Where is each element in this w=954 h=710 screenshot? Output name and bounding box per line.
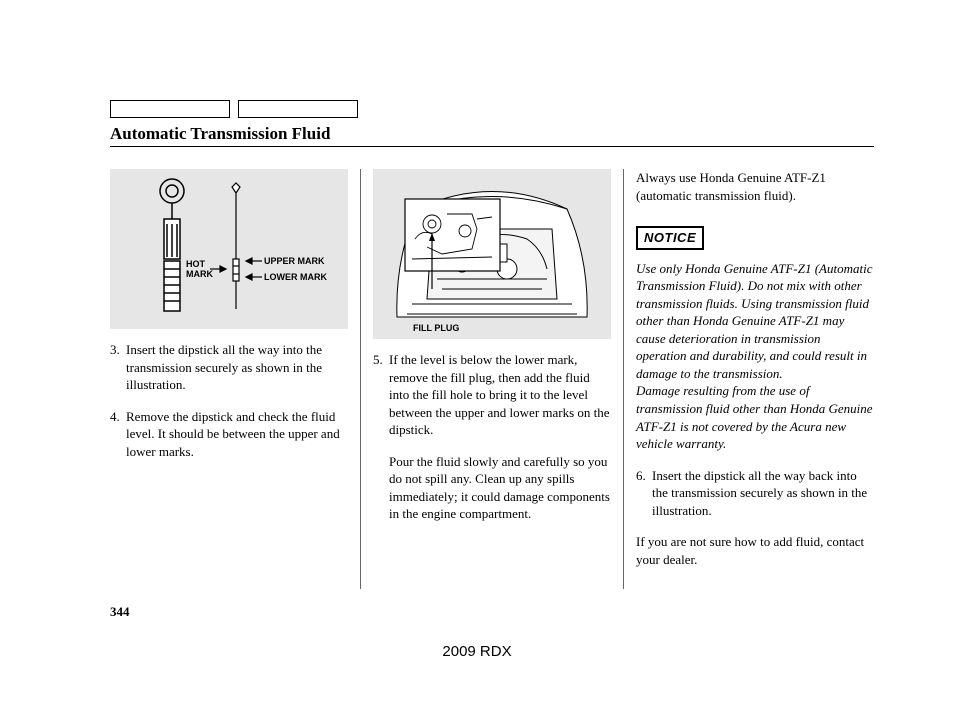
- notice-body: Use only Honda Genuine ATF-Z1 (Automatic…: [636, 260, 874, 453]
- page-title: Automatic Transmission Fluid: [110, 124, 874, 144]
- manual-page: Automatic Transmission Fluid: [0, 0, 954, 710]
- step-number: 4.: [110, 408, 126, 461]
- dipstick-diagram: HOT MARK UPPER MARK LOWER MARK: [110, 169, 348, 329]
- column-1: HOT MARK UPPER MARK LOWER MARK 3. Insert…: [110, 169, 361, 589]
- closing-paragraph: If you are not sure how to add fluid, co…: [636, 533, 874, 568]
- engine-bay-diagram: FILL PLUG: [373, 169, 611, 339]
- header-link-boxes: [110, 100, 874, 118]
- hot-mark-label-2: MARK: [186, 269, 213, 279]
- footer-model: 2009 RDX: [0, 643, 954, 660]
- title-row: Automatic Transmission Fluid: [110, 124, 874, 147]
- step-number: 6.: [636, 467, 652, 520]
- header-box-1: [110, 100, 230, 118]
- fill-plug-label: FILL PLUG: [413, 323, 459, 333]
- step-text: Insert the dipstick all the way back int…: [652, 467, 874, 520]
- column-3: Always use Honda Genuine ATF-Z1 (automat…: [624, 169, 874, 589]
- step-text: Insert the dipstick all the way into the…: [126, 341, 348, 394]
- hot-mark-label: HOT: [186, 259, 206, 269]
- notice-badge: NOTICE: [636, 226, 704, 250]
- pour-paragraph: Pour the fluid slowly and carefully so y…: [373, 453, 611, 523]
- column-2: FILL PLUG 5. If the level is below the l…: [361, 169, 624, 589]
- lead-paragraph: Always use Honda Genuine ATF-Z1 (automat…: [636, 169, 874, 204]
- header-box-2: [238, 100, 358, 118]
- step-5: 5. If the level is below the lower mark,…: [373, 351, 611, 439]
- step-text: Remove the dipstick and check the fluid …: [126, 408, 348, 461]
- step-4: 4. Remove the dipstick and check the flu…: [110, 408, 348, 461]
- content-columns: HOT MARK UPPER MARK LOWER MARK 3. Insert…: [110, 169, 874, 589]
- step-number: 5.: [373, 351, 389, 439]
- step-3: 3. Insert the dipstick all the way into …: [110, 341, 348, 394]
- step-6: 6. Insert the dipstick all the way back …: [636, 467, 874, 520]
- page-number: 344: [110, 604, 130, 620]
- step-number: 3.: [110, 341, 126, 394]
- lower-mark-label: LOWER MARK: [264, 272, 327, 282]
- step-text: If the level is below the lower mark, re…: [389, 351, 611, 439]
- upper-mark-label: UPPER MARK: [264, 256, 325, 266]
